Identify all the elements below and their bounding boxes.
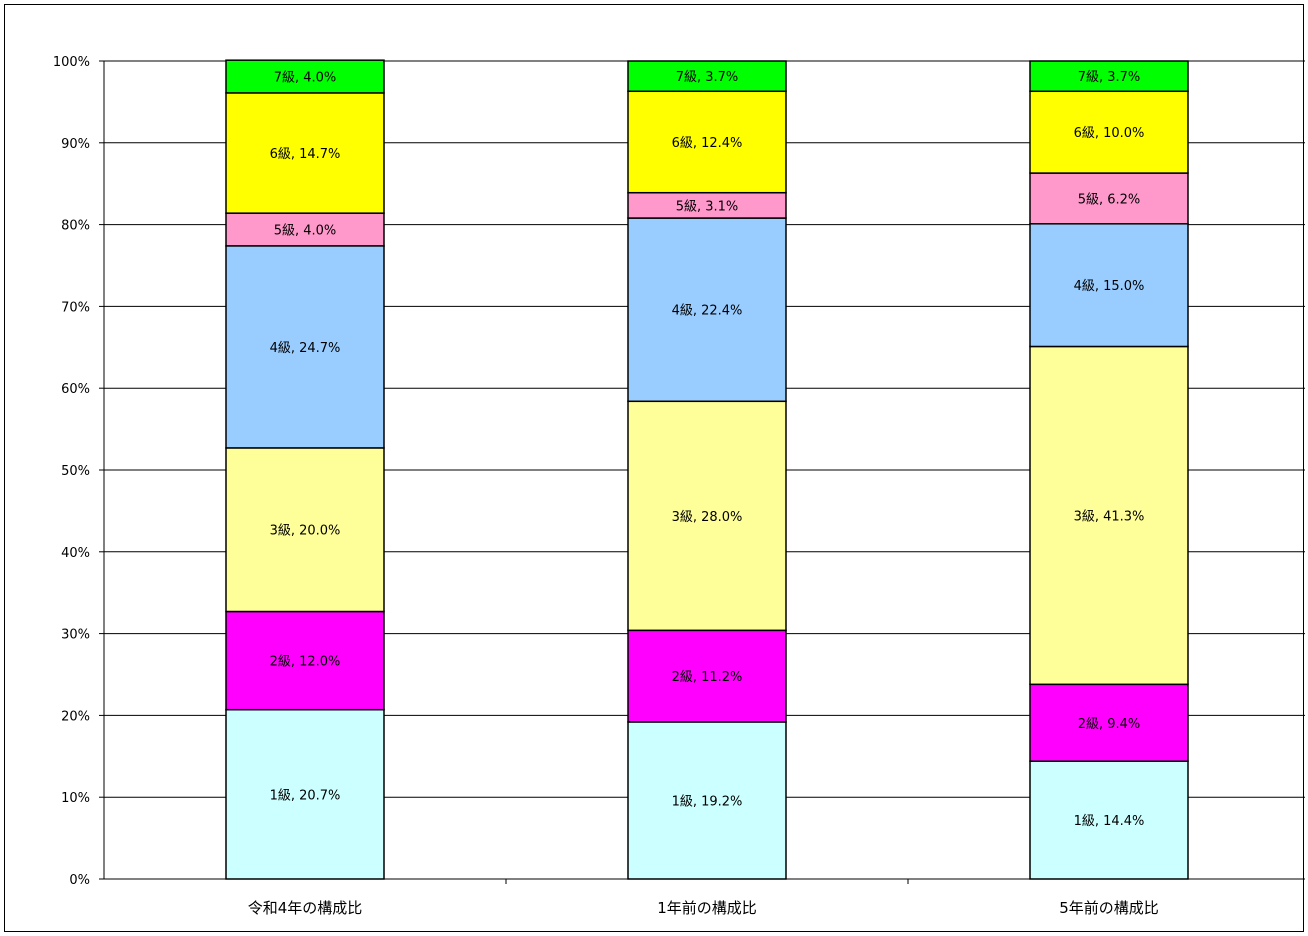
x-category-label: 1年前の構成比 [657,899,757,917]
data-label: 4級, 22.4% [672,304,743,319]
data-label: 7級, 3.7% [1078,70,1141,85]
y-tick-label: 10% [61,791,90,806]
bar-segment [627,217,787,403]
bar-segment [627,400,787,632]
data-label: 3級, 41.3% [1074,509,1145,524]
bar-segment [225,212,385,247]
data-label: 7級, 4.0% [274,71,337,86]
bar-segment [1029,223,1189,348]
data-label: 1級, 14.4% [1074,814,1145,829]
data-label: 6級, 14.7% [270,147,341,162]
bar-segment [225,59,385,94]
bar-segment [627,60,787,93]
bar-segment [1029,760,1189,880]
data-label: 4級, 24.7% [270,341,341,356]
data-label: 5級, 3.1% [676,199,739,214]
data-label: 2級, 11.2% [672,670,743,685]
y-tick-label: 30% [61,628,90,643]
data-label: 3級, 20.0% [270,524,341,539]
data-label: 4級, 15.0% [1074,279,1145,294]
bar-segment [225,92,385,214]
y-tick-label: 70% [61,300,90,315]
y-tick-label: 100% [53,55,90,70]
bar-segment [225,610,385,711]
stacked-bar-chart: 0% 10% 20% 30% 40% 50% 60% 70% 80% 90% 100% 1級, 20… [53,55,1305,917]
bar-segment [627,629,787,723]
bar-segment [1029,60,1189,93]
data-label: 2級, 12.0% [270,655,341,670]
bars: 1級, 20.7% 2級, 12.0% 3級, 20.0% 4級, 24.7% 5級, … [225,59,1189,880]
y-tick-label: 60% [61,382,90,397]
bar-segment [1029,683,1189,762]
y-tick-label: 20% [61,709,90,724]
y-tick-label: 90% [61,137,90,152]
data-label: 5級, 6.2% [1078,192,1141,207]
x-category-label: 5年前の構成比 [1059,899,1159,917]
data-label: 7級, 3.7% [676,70,739,85]
x-category-label: 令和4年の構成比 [248,899,363,917]
y-tick-label: 80% [61,219,90,234]
axes [103,61,1305,884]
chart-frame: 0% 10% 20% 30% 40% 50% 60% 70% 80% 90% 100% 1級, 20… [4,4,1305,932]
bar-segment [1029,172,1189,225]
y-tick-label: 40% [61,546,90,561]
data-label: 2級, 9.4% [1078,717,1141,732]
data-label: 6級, 12.4% [672,136,743,151]
data-label: 1級, 19.2% [672,794,743,809]
bar-segment [627,90,787,194]
x-axis-categories: 令和4年の構成比 1年前の構成比 5年前の構成比 [248,899,1159,917]
bar-segment [225,447,385,613]
y-tick-label: 50% [61,464,90,479]
data-label: 1級, 20.7% [270,788,341,803]
bar-segment [1029,345,1189,686]
y-tick-label: 0% [69,873,90,888]
data-label: 3級, 28.0% [672,510,743,525]
data-label: 6級, 10.0% [1074,126,1145,141]
bar-segment [627,191,787,219]
y-axis-ticks: 0% 10% 20% 30% 40% 50% 60% 70% 80% 90% 100% [53,55,104,888]
data-label: 5級, 4.0% [274,224,337,239]
bar-segment [1029,90,1189,174]
